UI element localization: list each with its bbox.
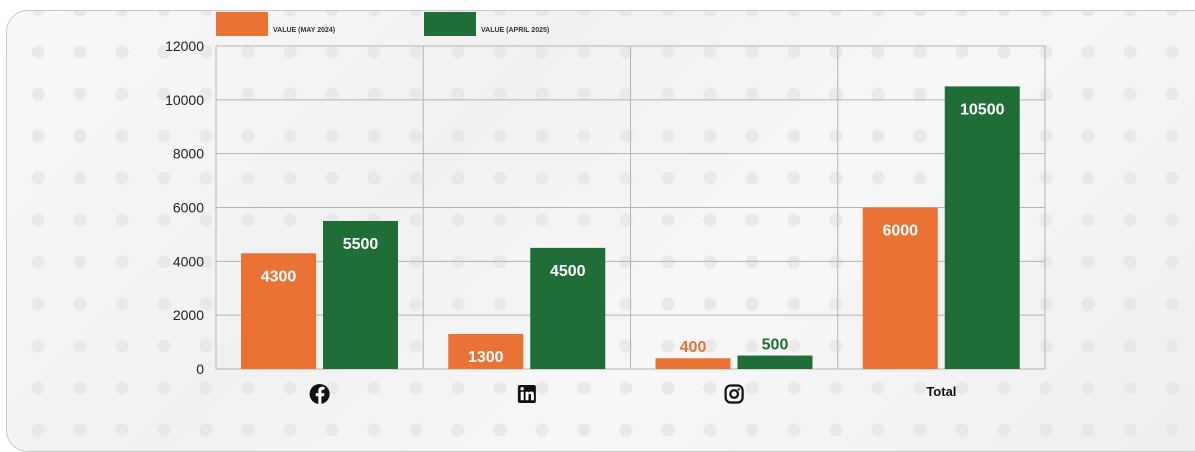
- data-label-series1-facebook: 5500: [343, 236, 379, 253]
- y-tick-label-0: 0: [196, 361, 204, 377]
- y-tick-label-2: 4000: [173, 253, 204, 269]
- bar-chart: 0 2000 4000 6000 8000 10000 12000 4300 1300 400 60…: [165, 38, 1046, 404]
- y-tick-label-1: 2000: [173, 307, 204, 323]
- data-label-series0-instagram: 400: [680, 339, 707, 356]
- instagram-icon: [724, 384, 744, 404]
- x-tick-label-total: Total: [926, 384, 956, 399]
- bar-series0-facebook: [241, 253, 316, 369]
- data-label-series1-total: 10500: [960, 101, 1005, 118]
- data-label-series1-linkedin: 4500: [550, 263, 586, 280]
- legend-label-may-2024: VALUE (MAY 2024): [273, 27, 336, 34]
- bar-series1-facebook: [323, 220, 398, 369]
- y-tick-label-6: 12000: [165, 38, 204, 54]
- legend-swatch-april-2025: [424, 12, 476, 36]
- data-label-series0-facebook: 4300: [261, 268, 297, 285]
- linkedin-icon: [517, 385, 536, 403]
- bar-series1-instagram: [737, 355, 813, 369]
- legend-label-april-2025: VALUE (APRIL 2025): [481, 27, 550, 34]
- data-label-series0-linkedin: 1300: [468, 349, 504, 366]
- y-tick-label-4: 8000: [173, 146, 204, 162]
- bar-series0-total: [862, 207, 938, 369]
- legend-item-april-2025: VALUE (APRIL 2025): [424, 12, 549, 36]
- data-label-series1-instagram: 500: [762, 337, 789, 354]
- bar-series0-linkedin: [448, 334, 524, 369]
- bar-series1-linkedin: [530, 247, 606, 369]
- facebook-icon: [309, 384, 330, 404]
- bar-series0-instagram: [655, 358, 731, 369]
- y-tick-label-5: 10000: [165, 92, 204, 108]
- legend-item-may-2024: VALUE (MAY 2024): [216, 12, 335, 36]
- data-label-series0-total: 6000: [882, 223, 918, 240]
- bar-series1-total: [944, 86, 1020, 369]
- legend-swatch-may-2024: [216, 12, 268, 36]
- y-tick-label-3: 6000: [173, 200, 204, 216]
